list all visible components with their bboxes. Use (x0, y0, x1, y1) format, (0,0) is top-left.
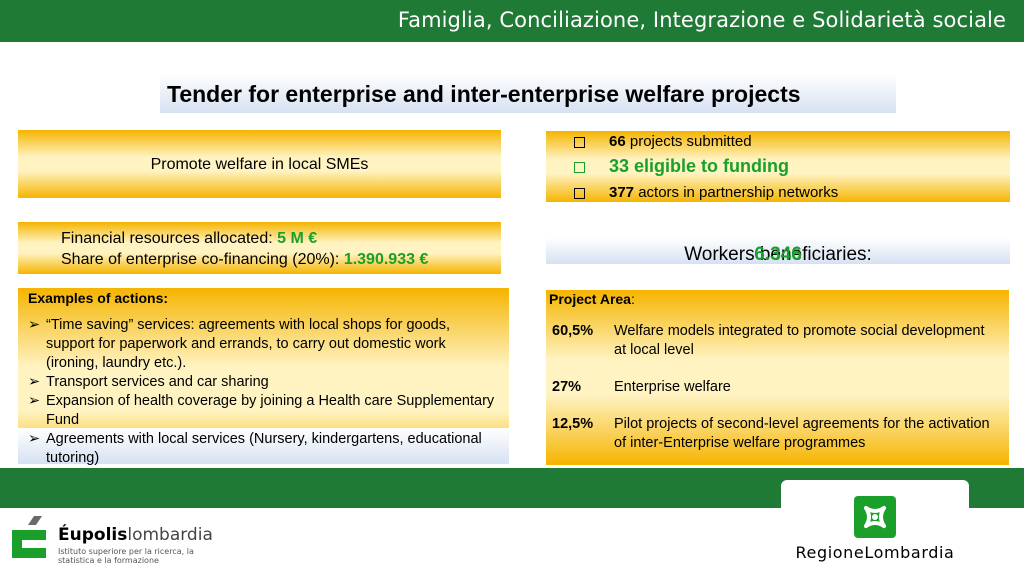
resources-label: Financial resources allocated: (61, 230, 278, 247)
stat-eligible: 33 eligible to funding (574, 156, 789, 177)
actors-text: actors in partnership networks (634, 184, 839, 201)
checkbox-icon (574, 136, 585, 148)
submitted-text: projects submitted (625, 133, 752, 150)
resources-value: 5 M € (277, 230, 318, 247)
finance-box: Financial resources allocated: 5 M € Sha… (18, 222, 501, 274)
checkbox-icon (574, 187, 585, 199)
area-percent: 60,5% (552, 323, 594, 339)
eligible-text: 33 eligible to funding (609, 156, 789, 176)
actors-number: 377 (609, 184, 635, 201)
tender-title-box: Tender for enterprise and inter-enterpri… (160, 73, 896, 113)
list-item: ➢ Transport services and car sharing (28, 374, 269, 390)
promote-text: Promote welfare in local SMEs (150, 156, 369, 173)
area-description: Welfare models integrated to promote soc… (614, 323, 985, 358)
eupolis-subtitle: Istituto superiore per la ricerca, la st… (58, 547, 194, 565)
workers-value: 6.346 (754, 244, 802, 265)
tender-title: Tender for enterprise and inter-enterpri… (167, 81, 801, 107)
area-description: Enterprise welfare (614, 379, 731, 395)
list-item: ➢ Agreements with local services (Nursery… (28, 431, 482, 466)
resources-line: Financial resources allocated: 5 M € (61, 230, 317, 248)
stat-submitted: 66 projects submitted (574, 133, 752, 150)
area-description: Pilot projects of second-level agreement… (614, 416, 990, 451)
submitted-number: 66 (609, 133, 626, 150)
list-item: ➢ “Time saving” services: agreements with… (28, 317, 451, 371)
area-percent: 27% (552, 379, 582, 395)
header-title: Famiglia, Conciliazione, Integrazione e … (397, 8, 1006, 32)
arrow-bullet-icon: ➢ (28, 393, 41, 409)
arrow-bullet-icon: ➢ (28, 317, 41, 333)
header-bar: Famiglia, Conciliazione, Integrazione e … (0, 0, 1024, 42)
examples-list: ➢ “Time saving” services: agreements with… (28, 316, 498, 468)
workers-box: Workers beneficiaries: 6.346 (546, 216, 1010, 265)
project-area-box: Project Area: 60,5% Welfare models integ… (546, 290, 1009, 465)
area-percent: 12,5% (552, 416, 594, 432)
stat-actors: 377 actors in partnership networks (574, 184, 838, 201)
arrow-bullet-icon: ➢ (28, 431, 41, 447)
checkbox-icon (574, 161, 585, 173)
eupolis-logo-icon (12, 516, 46, 558)
cofinancing-value: 1.390.933 € (343, 251, 429, 268)
region-name: RegioneLombardia (795, 543, 955, 562)
cofinancing-line: Share of enterprise co-financing (20%): … (61, 251, 428, 269)
cofinancing-label: Share of enterprise co-financing (20%): (61, 251, 344, 268)
list-item: ➢ Expansion of health coverage by joining… (28, 393, 495, 428)
project-area-heading: Project Area: (549, 291, 635, 307)
region-logo-card: RegioneLombardia (781, 480, 969, 576)
workers-label: Workers beneficiaries: (684, 244, 872, 265)
promote-box: Promote welfare in local SMEs (18, 130, 501, 198)
eupolis-name: Éupolislombardia (58, 525, 213, 545)
examples-bottom-fade (18, 428, 509, 464)
examples-box: Examples of actions: ➢ “Time saving” serv… (18, 288, 509, 466)
region-rose-icon (854, 496, 896, 538)
examples-heading: Examples of actions: (28, 290, 169, 306)
arrow-bullet-icon: ➢ (28, 374, 41, 390)
stats-box: 66 projects submitted 33 eligible to fun… (546, 131, 1010, 202)
